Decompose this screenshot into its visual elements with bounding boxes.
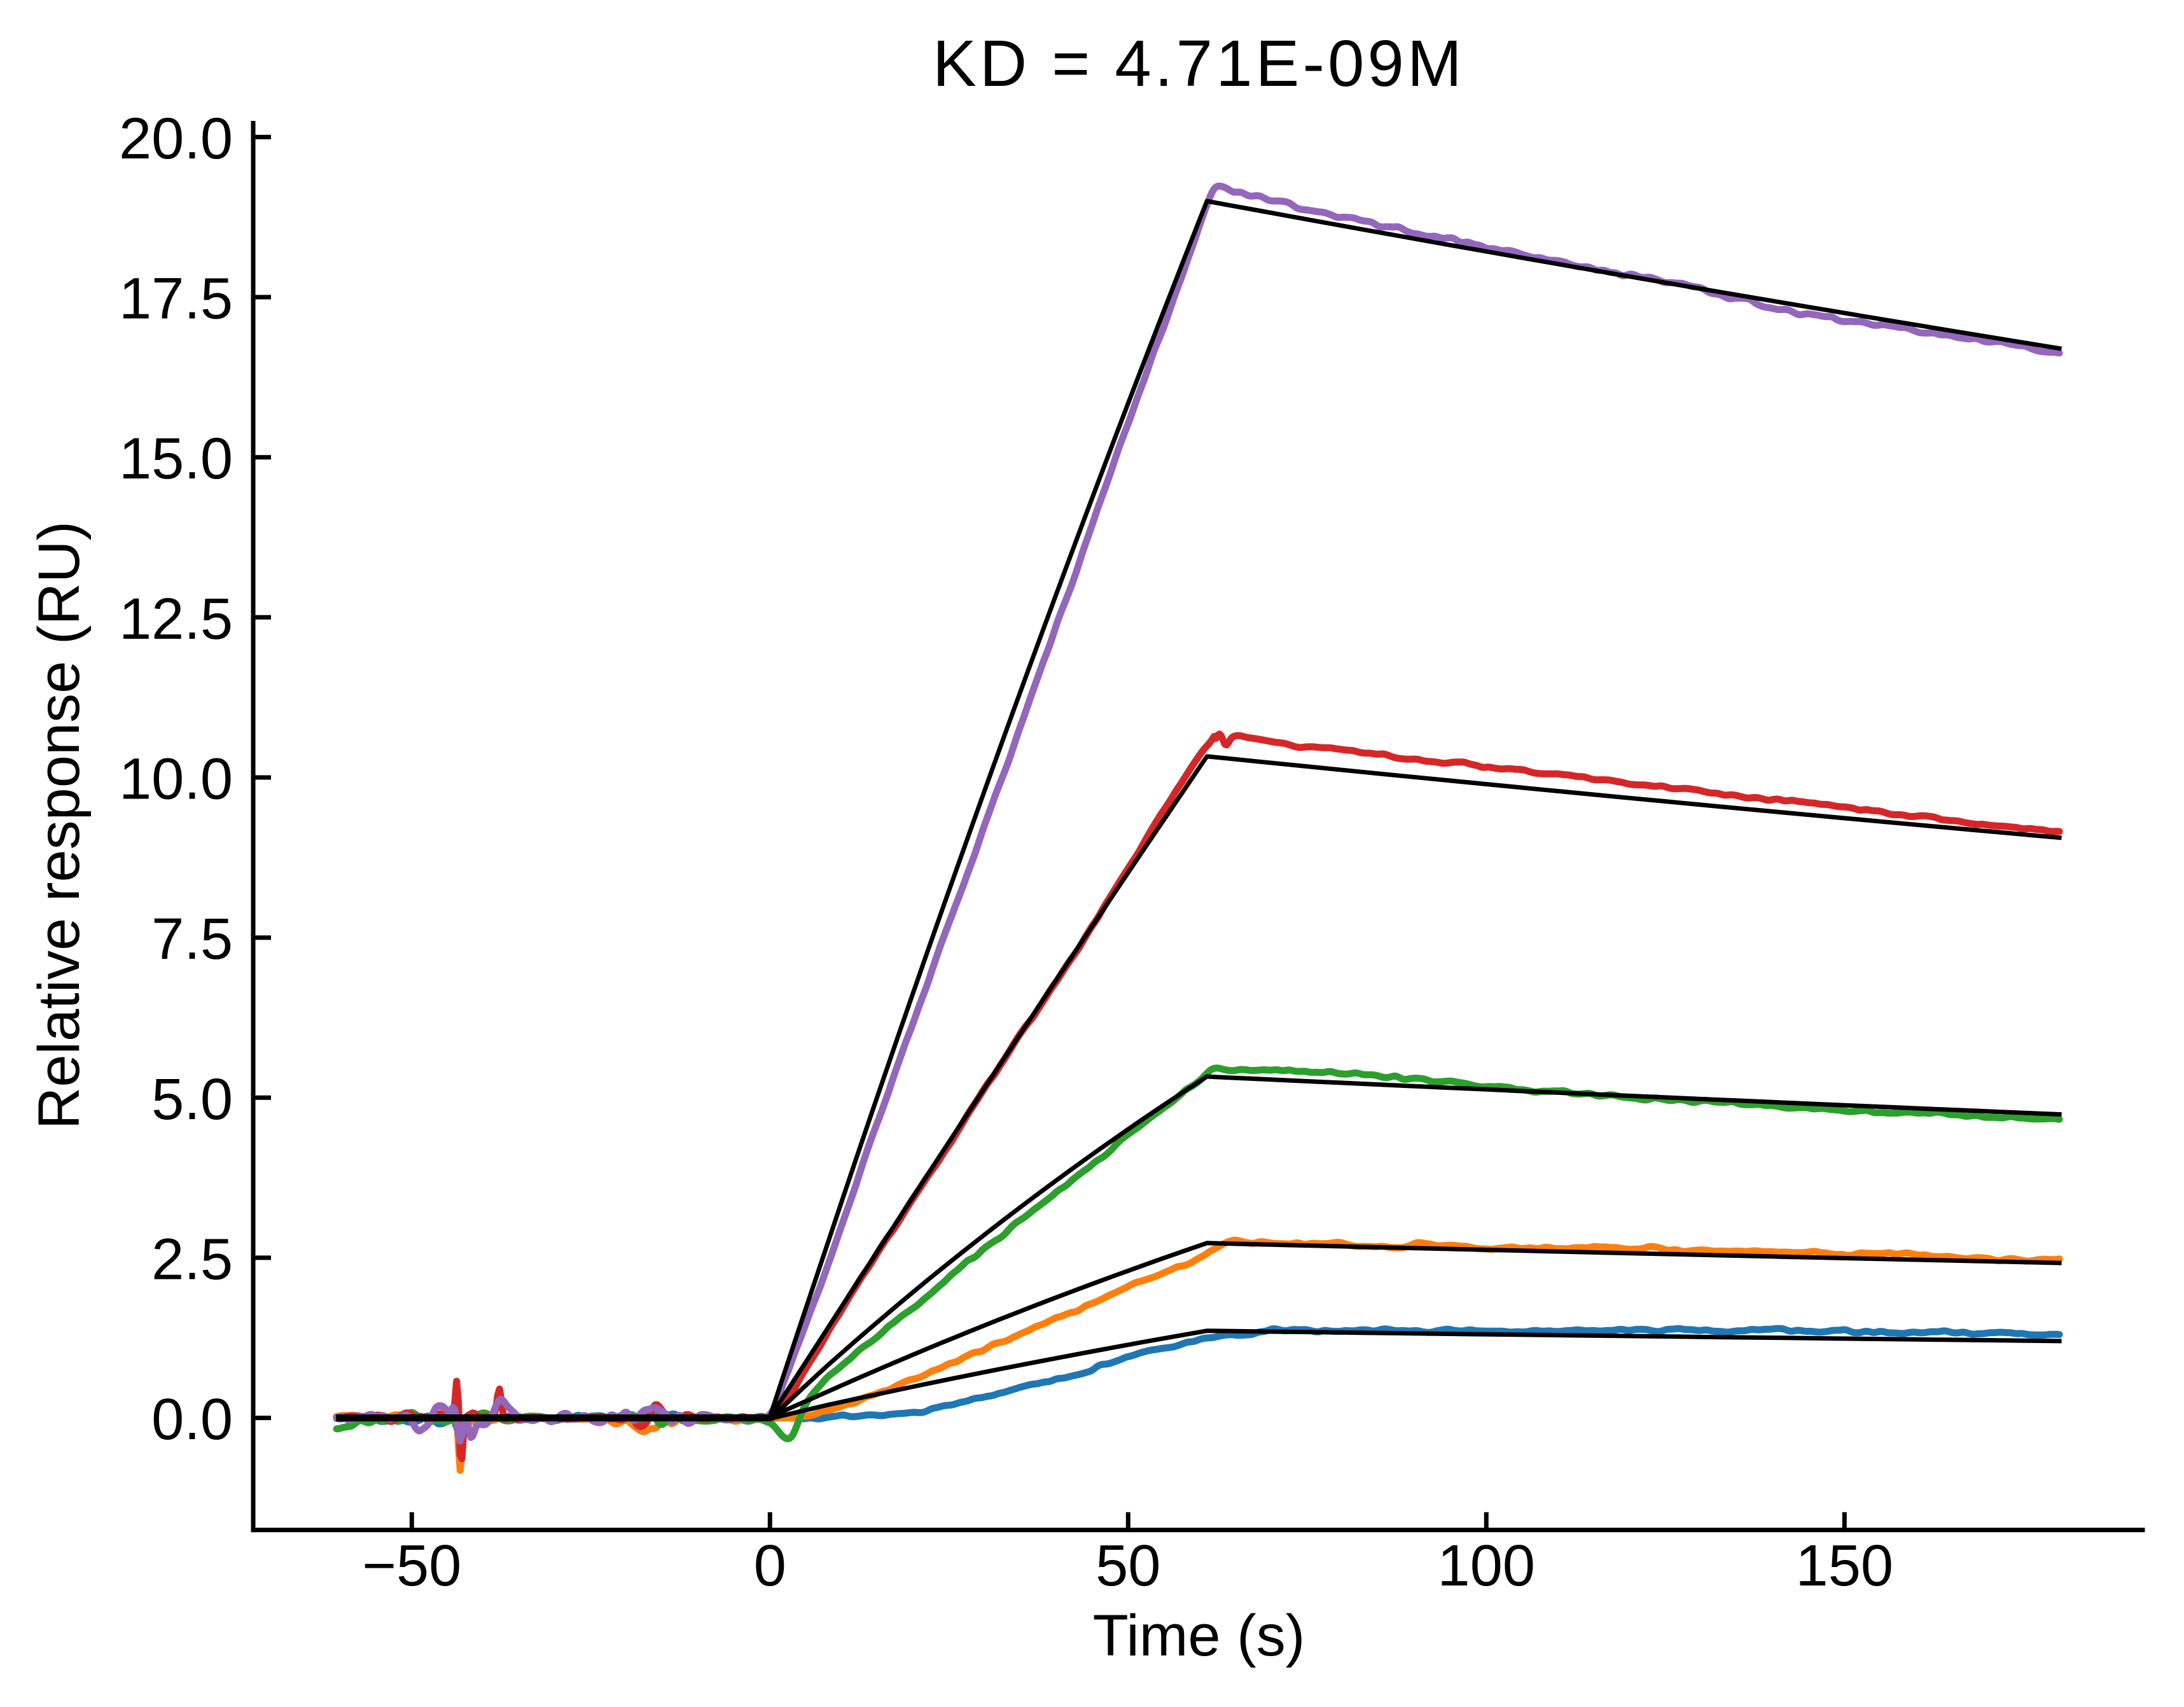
svg-text:Relative response (RU): Relative response (RU) bbox=[27, 521, 92, 1129]
svg-text:Time (s): Time (s) bbox=[1093, 1603, 1305, 1668]
svg-text:12.5: 12.5 bbox=[119, 587, 233, 651]
svg-text:2.5: 2.5 bbox=[151, 1227, 233, 1292]
svg-text:−50: −50 bbox=[362, 1533, 461, 1598]
svg-text:7.5: 7.5 bbox=[151, 907, 233, 972]
svg-text:20.0: 20.0 bbox=[119, 106, 233, 171]
svg-text:5.0: 5.0 bbox=[151, 1067, 233, 1132]
svg-text:0: 0 bbox=[754, 1533, 786, 1598]
svg-text:17.5: 17.5 bbox=[119, 267, 233, 331]
svg-text:KD = 4.71E-09M: KD = 4.71E-09M bbox=[933, 27, 1465, 100]
svg-text:50: 50 bbox=[1095, 1533, 1160, 1598]
svg-text:10.0: 10.0 bbox=[119, 747, 233, 812]
svg-text:150: 150 bbox=[1796, 1533, 1894, 1598]
svg-text:15.0: 15.0 bbox=[119, 426, 233, 491]
svg-text:0.0: 0.0 bbox=[151, 1387, 233, 1452]
svg-text:100: 100 bbox=[1438, 1533, 1536, 1598]
